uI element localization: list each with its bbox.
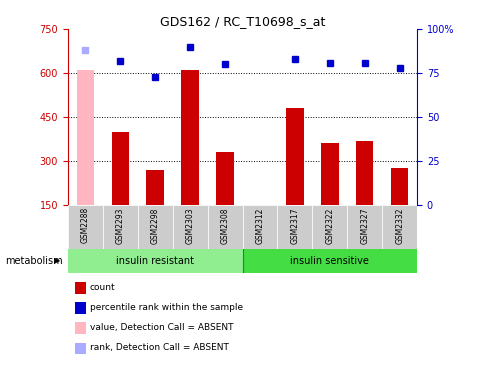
Bar [181,70,198,205]
Bar [103,205,137,249]
Text: GSM2322: GSM2322 [325,207,333,243]
Bar [146,170,164,205]
Bar [216,152,233,205]
Text: count: count [90,283,115,292]
Text: percentile rank within the sample: percentile rank within the sample [90,303,242,312]
Bar [111,132,129,205]
Bar [242,249,416,273]
Bar [286,108,303,205]
Text: metabolism: metabolism [5,256,62,266]
Bar [172,205,207,249]
Text: GSM2288: GSM2288 [81,207,90,243]
Text: ▶: ▶ [54,256,60,265]
Bar [76,70,94,205]
Bar [68,249,242,273]
Text: GSM2317: GSM2317 [290,207,299,244]
Bar [390,168,408,205]
Text: GSM2327: GSM2327 [360,207,368,244]
Text: value, Detection Call = ABSENT: value, Detection Call = ABSENT [90,323,233,332]
Bar [277,205,312,249]
Text: GSM2308: GSM2308 [220,207,229,244]
Text: GSM2303: GSM2303 [185,207,194,244]
Bar [242,205,277,249]
Bar [355,141,373,205]
Bar [137,205,172,249]
Text: insulin sensitive: insulin sensitive [290,256,368,266]
Title: GDS162 / RC_T10698_s_at: GDS162 / RC_T10698_s_at [160,15,324,28]
Bar [347,205,381,249]
Bar [381,205,416,249]
Text: rank, Detection Call = ABSENT: rank, Detection Call = ABSENT [90,343,228,352]
Text: insulin resistant: insulin resistant [116,256,194,266]
Text: GSM2332: GSM2332 [394,207,403,244]
Bar [207,205,242,249]
Text: GSM2298: GSM2298 [151,207,159,243]
Bar [312,205,347,249]
Bar [68,205,103,249]
Text: GSM2312: GSM2312 [255,207,264,243]
Bar [320,143,338,205]
Text: GSM2293: GSM2293 [116,207,124,244]
